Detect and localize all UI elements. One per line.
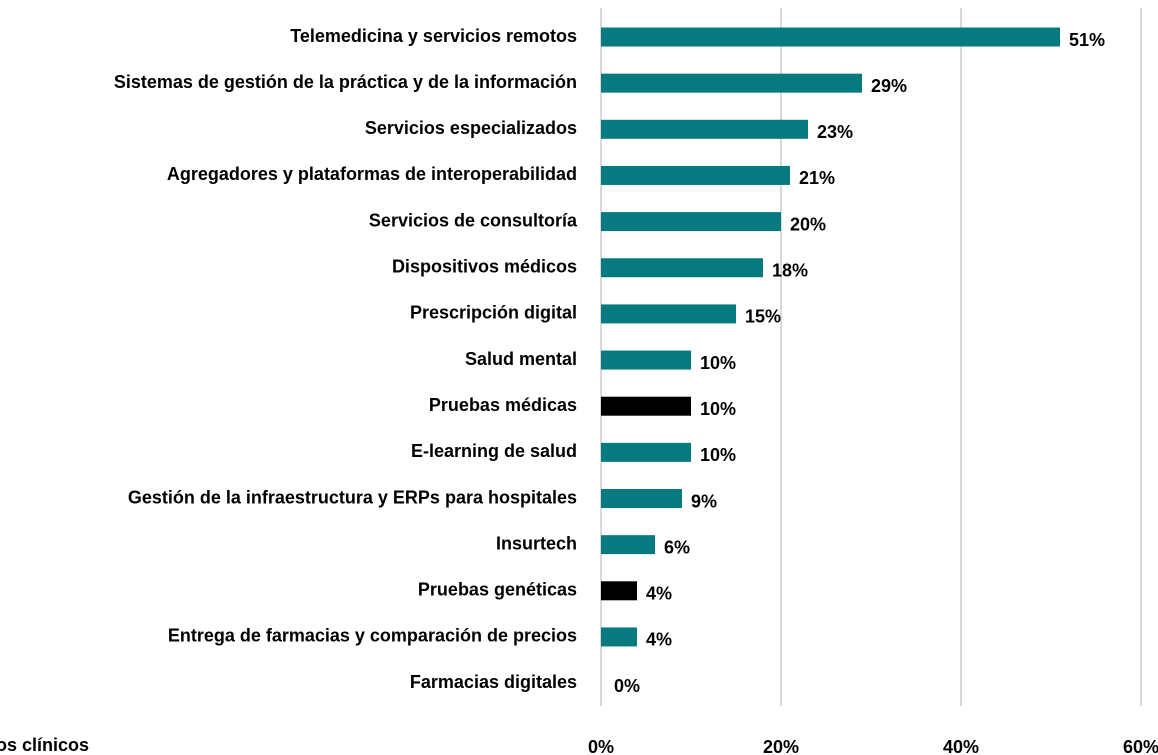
y-tick-label: Sistemas de gestión de la práctica y de … <box>114 72 577 92</box>
y-tick-label: Pruebas médicas <box>429 395 577 415</box>
y-tick-label: Farmacias digitales <box>410 672 577 692</box>
y-tick-label: E-learning de salud <box>411 441 577 461</box>
value-label: 23% <box>817 122 853 142</box>
y-tick-label: Pruebas genéticas <box>418 580 577 600</box>
y-tick-label: Dispositivos médicos <box>392 257 577 277</box>
y-tick-label: Salud mental <box>465 349 577 369</box>
bar <box>601 212 781 232</box>
y-tick-label: Insurtech <box>496 533 577 553</box>
y-tick-label: Telemedicina y servicios remotos <box>290 26 577 46</box>
value-label: 10% <box>700 353 736 373</box>
bar <box>601 627 637 647</box>
value-label: 51% <box>1069 30 1105 50</box>
x-tick-label: 0% <box>588 737 614 755</box>
bar <box>601 258 763 278</box>
x-tick-label: 40% <box>943 737 979 755</box>
bar <box>601 581 637 601</box>
value-label: 4% <box>646 630 672 650</box>
x-tick-label: 20% <box>763 737 799 755</box>
value-label: 15% <box>745 307 781 327</box>
value-label: 10% <box>700 399 736 419</box>
bar <box>601 165 790 185</box>
y-tick-label: Servicios especializados <box>365 118 577 138</box>
y-tick-label: Entrega de farmacias y comparación de pr… <box>168 626 577 646</box>
bar <box>601 396 691 416</box>
value-label: 21% <box>799 168 835 188</box>
x-tick-label: 60% <box>1123 737 1158 755</box>
value-label: 29% <box>871 76 907 96</box>
value-label: 0% <box>614 676 640 696</box>
bar <box>601 535 655 555</box>
value-label: 6% <box>664 537 690 557</box>
bar <box>601 350 691 370</box>
value-label: 4% <box>646 584 672 604</box>
bar <box>601 304 736 324</box>
value-label: 20% <box>790 214 826 234</box>
y-tick-label: Gestión de la infraestructura y ERPs par… <box>128 487 577 507</box>
bar <box>601 73 862 93</box>
bar <box>601 489 682 508</box>
annotation: os clínicos <box>0 735 89 755</box>
y-tick-label: Agregadores y plataformas de interoperab… <box>167 164 577 184</box>
bar <box>601 119 808 139</box>
bar <box>601 442 691 462</box>
value-label: 18% <box>772 261 808 281</box>
value-label: 10% <box>700 445 736 465</box>
value-label: 9% <box>691 491 717 511</box>
y-tick-label: Servicios de consultoría <box>369 210 578 230</box>
y-tick-label: Prescripción digital <box>410 303 577 323</box>
bar <box>601 27 1060 47</box>
